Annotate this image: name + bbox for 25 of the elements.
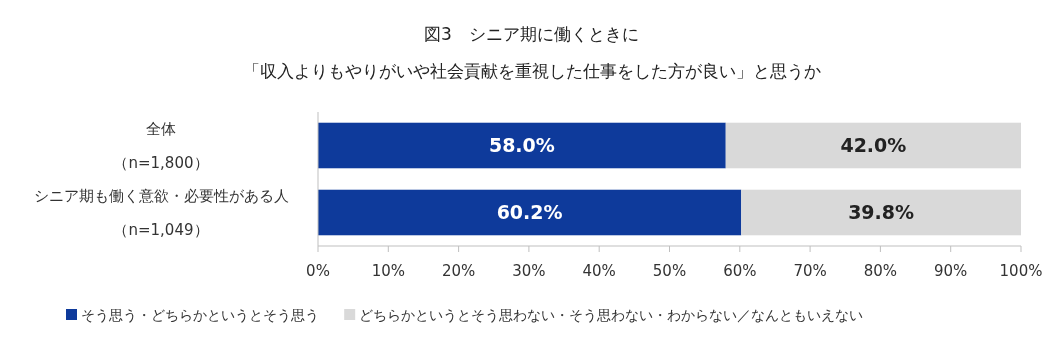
x-tick-label: 90% <box>934 262 968 280</box>
x-tick-label: 10% <box>371 262 405 280</box>
data-label: 39.8% <box>848 201 915 224</box>
x-tick-label: 50% <box>652 262 687 280</box>
x-tick-label: 40% <box>582 262 616 280</box>
y-tick-label: 全体（n=1,800） <box>113 119 209 172</box>
bar <box>725 122 1021 169</box>
chart-title: 図3 シニア期に働くときに <box>424 24 639 44</box>
legend-label: どちらかというとそう思わない・そう思わない・わからない／なんともいえない <box>359 307 864 323</box>
x-tick-label: 0% <box>306 262 330 280</box>
bar <box>741 189 1021 236</box>
bar <box>318 189 742 236</box>
bar <box>318 122 726 169</box>
x-tick-label: 100% <box>999 262 1043 280</box>
data-label: 42.0% <box>840 134 907 157</box>
x-tick-label: 60% <box>723 262 757 280</box>
x-tick-label: 80% <box>863 262 898 280</box>
data-label: 60.2% <box>496 201 563 224</box>
chart-subtitle: 「収入よりもやりがいや社会貢献を重視した仕事をした方が良い」と思うか <box>242 61 821 81</box>
legend-label: そう思う・どちらかというとそう思う <box>81 307 319 323</box>
y-tick-label: シニア期も働く意欲・必要性がある人（n=1,049） <box>33 186 289 239</box>
data-label: 58.0% <box>488 134 555 157</box>
x-tick-label: 70% <box>793 262 827 280</box>
x-tick-label: 30% <box>512 262 546 280</box>
x-tick-label: 20% <box>441 262 476 280</box>
